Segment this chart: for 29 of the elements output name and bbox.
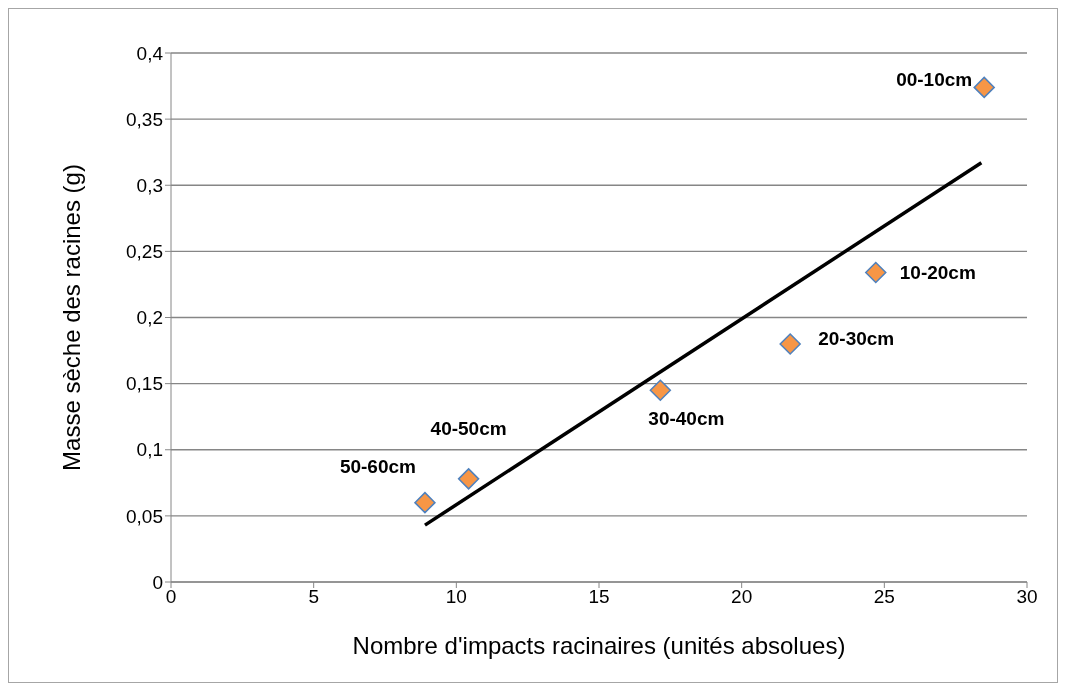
point — [457, 468, 480, 490]
x-tick-label: 15 — [588, 586, 610, 608]
point — [414, 491, 436, 514]
y-tick-label: 0,1 — [136, 439, 163, 461]
x-tick-label: 5 — [308, 586, 319, 608]
x-axis-title: Nombre d'impacts racinaires (unités absolues) — [352, 632, 846, 659]
point — [973, 76, 995, 99]
y-tick-label: 0,15 — [126, 373, 163, 395]
x-tick-label: 30 — [1016, 586, 1038, 608]
y-tick-label: 0,3 — [136, 174, 163, 196]
annotation: 40-50cm — [430, 418, 507, 440]
point — [649, 379, 672, 401]
annotation: 50-60cm — [339, 456, 416, 478]
point — [865, 261, 887, 284]
annotation: 00-10cm — [896, 68, 973, 90]
y-tick-label: 0,25 — [126, 241, 163, 263]
x-tick-label: 20 — [731, 586, 753, 608]
annotation: 10-20cm — [899, 262, 976, 284]
x-tick-label: 10 — [445, 586, 467, 608]
x-tick-label: 25 — [873, 586, 895, 608]
point — [779, 333, 801, 355]
y-tick-label: 0,4 — [136, 42, 164, 64]
y-tick-label: 0,2 — [136, 307, 163, 329]
y-tick-label: 0,35 — [126, 108, 163, 130]
annotation: 20-30cm — [818, 328, 895, 350]
y-tick-label: 0 — [152, 571, 163, 593]
y-tick-label: 0,05 — [126, 505, 163, 527]
annotation: 30-40cm — [648, 407, 725, 429]
y-axis-title: Masse sèche des racines (g) — [57, 164, 85, 471]
